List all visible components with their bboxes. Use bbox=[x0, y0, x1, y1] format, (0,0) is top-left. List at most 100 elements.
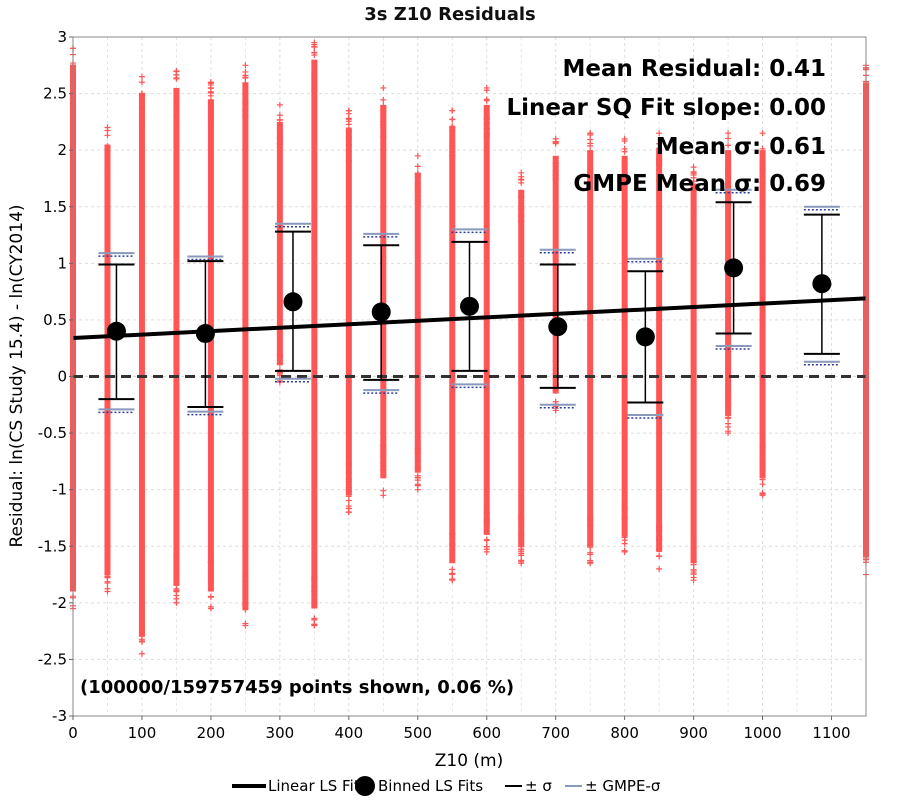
scatter-point bbox=[276, 351, 283, 358]
scatter-point bbox=[414, 450, 421, 457]
legend-binned-label: Binned LS Fits bbox=[378, 777, 483, 795]
x-tick-label: 700 bbox=[541, 724, 570, 742]
scatter-point bbox=[449, 139, 456, 146]
scatter-point bbox=[104, 170, 111, 177]
x-tick-label: 0 bbox=[68, 724, 78, 742]
scatter-point bbox=[759, 152, 766, 159]
scatter-point bbox=[242, 600, 249, 607]
scatter-point bbox=[242, 590, 249, 597]
scatter-point bbox=[311, 622, 318, 629]
y-tick-label: 1.5 bbox=[43, 198, 67, 216]
y-tick-label: 1 bbox=[57, 254, 67, 272]
scatter-point bbox=[380, 492, 387, 499]
scatter-point bbox=[518, 194, 525, 201]
scatter-point bbox=[311, 588, 318, 595]
scatter-point bbox=[345, 128, 352, 135]
scatter-point bbox=[690, 577, 697, 584]
binned-point bbox=[371, 302, 391, 322]
scatter-point bbox=[345, 509, 352, 516]
scatter-column-core bbox=[449, 127, 456, 564]
scatter-point bbox=[725, 142, 732, 149]
scatter-point bbox=[104, 158, 111, 165]
scatter-point bbox=[449, 124, 456, 131]
scatter-point bbox=[276, 124, 283, 131]
scatter-point bbox=[207, 558, 214, 565]
scatter-point bbox=[587, 560, 594, 567]
error-bar bbox=[627, 257, 664, 419]
scatter-point bbox=[725, 384, 732, 391]
scatter-point bbox=[414, 474, 421, 481]
scatter-point bbox=[173, 102, 180, 109]
scatter-point bbox=[276, 330, 283, 337]
scatter-point bbox=[725, 420, 732, 427]
legend-binned-swatch bbox=[355, 776, 375, 796]
y-tick-label: 2.5 bbox=[43, 85, 67, 103]
scatter-point bbox=[138, 90, 145, 97]
scatter-point bbox=[725, 171, 732, 178]
scatter-point bbox=[138, 103, 145, 110]
scatter-point bbox=[587, 521, 594, 528]
annotation-mean-sigma: Mean σ: 0.61 bbox=[656, 134, 826, 160]
y-tick-label: -1.5 bbox=[38, 537, 67, 555]
points-shown-note: (100000/159757459 points shown, 0.06 %) bbox=[80, 677, 514, 698]
scatter-point bbox=[173, 599, 180, 606]
scatter-point bbox=[690, 178, 697, 185]
y-tick-label: -2 bbox=[52, 594, 67, 612]
scatter-point bbox=[345, 158, 352, 165]
axis-ticks: 0 100 200 300 400 500 600 700 800 900 1000 1100 -3 -2… bbox=[38, 28, 851, 742]
scatter-point bbox=[587, 551, 594, 558]
y-tick-label: 0 bbox=[57, 368, 67, 386]
y-tick-label: -3 bbox=[52, 707, 67, 725]
scatter-point bbox=[483, 536, 490, 543]
scatter-point bbox=[518, 169, 525, 176]
scatter-point bbox=[311, 615, 318, 622]
scatter-point bbox=[621, 145, 628, 152]
scatter-point bbox=[207, 569, 214, 576]
x-tick-label: 400 bbox=[335, 724, 364, 742]
scatter-point bbox=[483, 97, 490, 104]
scatter-point bbox=[449, 540, 456, 547]
scatter-column-core bbox=[587, 150, 594, 547]
x-tick-label: 1100 bbox=[812, 724, 850, 742]
scatter-point bbox=[656, 159, 663, 166]
scatter-point bbox=[311, 52, 318, 59]
binned-point bbox=[724, 258, 744, 278]
scatter-point bbox=[414, 197, 421, 204]
scatter-point bbox=[483, 84, 490, 91]
scatter-point bbox=[587, 527, 594, 534]
scatter-point bbox=[414, 163, 421, 170]
scatter-point bbox=[242, 107, 249, 114]
scatter-column-core bbox=[552, 155, 559, 394]
x-tick-label: 900 bbox=[679, 724, 708, 742]
scatter-point bbox=[173, 91, 180, 98]
scatter-point bbox=[587, 130, 594, 137]
scatter-point bbox=[311, 574, 318, 581]
scatter-point bbox=[414, 464, 421, 471]
scatter-column-core bbox=[311, 59, 318, 609]
scatter-point bbox=[518, 560, 525, 567]
scatter-point bbox=[173, 67, 180, 74]
binned-point bbox=[635, 327, 655, 347]
annotation-fit-slope: Linear SQ Fit slope: 0.00 bbox=[507, 95, 827, 121]
scatter-point bbox=[207, 605, 214, 612]
scatter-point bbox=[276, 101, 283, 108]
error-bar bbox=[363, 232, 400, 394]
scatter-point bbox=[380, 107, 387, 114]
y-axis-label: Residual: ln(CS Study 15.4) - ln(CY2014) bbox=[7, 204, 27, 547]
binned-point bbox=[195, 323, 215, 343]
scatter-point bbox=[138, 114, 145, 121]
scatter-point bbox=[483, 548, 490, 555]
scatter-point bbox=[104, 570, 111, 577]
scatter-point bbox=[311, 39, 318, 46]
scatter-point bbox=[449, 531, 456, 538]
y-tick-label: -0.5 bbox=[38, 424, 67, 442]
scatter-point bbox=[518, 218, 525, 225]
scatter-point bbox=[345, 469, 352, 476]
binned-point bbox=[460, 296, 479, 316]
scatter-point bbox=[449, 107, 456, 114]
scatter-point bbox=[587, 180, 594, 187]
scatter-point bbox=[207, 89, 214, 96]
scatter-point bbox=[518, 531, 525, 538]
scatter-column-core bbox=[759, 150, 766, 479]
scatter-point bbox=[656, 546, 663, 553]
